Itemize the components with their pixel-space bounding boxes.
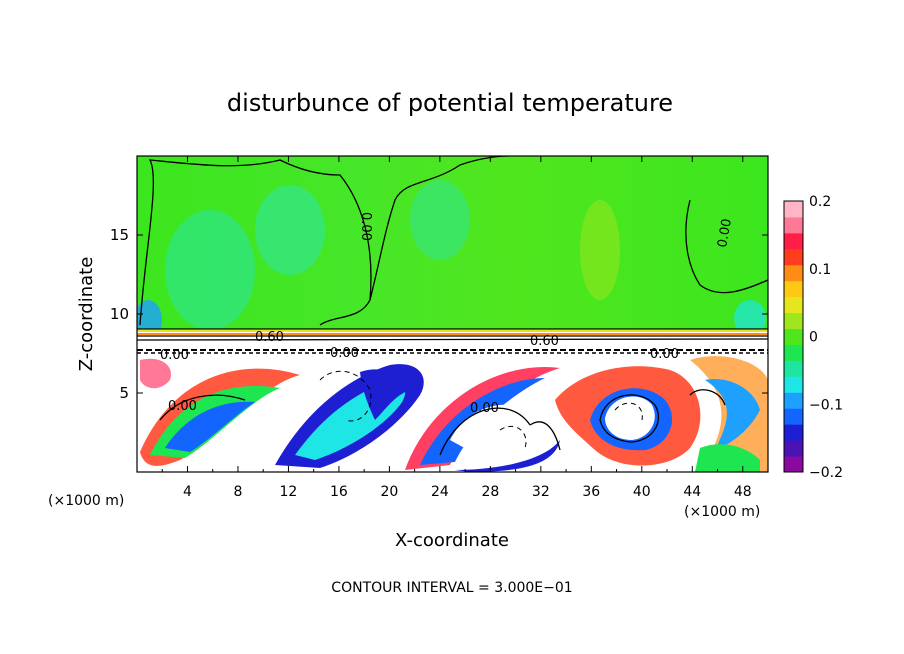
contour-label: 0.00 (160, 348, 189, 363)
colorbar-swatch (784, 248, 803, 266)
colorbar-swatch (784, 280, 803, 298)
x-tick-label: 40 (633, 484, 651, 500)
colorbar-swatch (784, 408, 803, 425)
colorbar-swatch (784, 360, 803, 377)
x-tick-label: 16 (330, 484, 348, 500)
colorbar-swatch (784, 440, 803, 457)
y-tick-label: 15 (110, 226, 129, 244)
upper-anomaly (734, 300, 766, 336)
contour-label: 0.00 (330, 346, 359, 361)
colorbar-swatch (784, 344, 803, 361)
x-tick-label: 4 (183, 484, 192, 500)
upper-anomaly (410, 180, 470, 260)
negative-contours (319, 370, 643, 449)
colorbar-swatch (784, 424, 803, 441)
x-tick-label: 12 (280, 484, 298, 500)
x-axis-ticks: 4 8 12 16 20 24 28 32 36 40 44 48 (161, 156, 752, 500)
colorbar-swatch (784, 201, 803, 218)
contour-lines (137, 156, 768, 456)
x-axis-unit-left: (×1000 m) (48, 493, 124, 509)
x-tick-label: 44 (683, 484, 701, 500)
colorbar-label: −0.2 (809, 465, 843, 481)
colorbar-swatch (784, 296, 803, 314)
colorbar-swatch (784, 264, 803, 282)
colorbar-swatch (784, 328, 803, 345)
colorbar-swatch (784, 216, 803, 234)
upper-anomaly (165, 210, 255, 330)
contour-label: 0.00 (470, 401, 499, 416)
colorbar-label: 0 (809, 330, 818, 346)
x-tick-label: 24 (431, 484, 449, 500)
contour-label: 0.60 (530, 334, 559, 349)
x-tick-label: 20 (380, 484, 398, 500)
colorbar-frame (783, 200, 804, 473)
colorbar-swatch (784, 232, 803, 250)
colorbar-swatch (784, 456, 803, 473)
colorbar-label: 0.2 (809, 194, 831, 210)
x-axis-label: X-coordinate (395, 530, 509, 551)
x-tick-label: 48 (734, 484, 752, 500)
x-axis-unit-right: (×1000 m) (684, 504, 760, 520)
x-tick-label: 36 (582, 484, 600, 500)
contour-label: 0.00 (650, 347, 679, 362)
tropopause-line (137, 330, 768, 332)
contour-label: 0.60 (255, 330, 284, 345)
x-tick-label: 8 (233, 484, 242, 500)
contour-label: 0.00 (168, 399, 197, 414)
x-tick-label: 28 (481, 484, 499, 500)
contour-label: 0.00 (715, 218, 735, 249)
upper-anomaly (255, 185, 325, 275)
colorbar-swatch (784, 376, 803, 393)
colorbar-label: −0.1 (809, 397, 843, 413)
contour-interval-note: CONTOUR INTERVAL = 3.000E−01 (331, 580, 572, 596)
contour-label: 0.00 (358, 212, 373, 241)
y-tick-label: 5 (119, 384, 129, 402)
x-tick-label: 32 (532, 484, 550, 500)
y-tick-label: 10 (110, 305, 129, 323)
y-axis-label: Z-coordinate (76, 257, 97, 372)
contour-labels: 0.00 0.00 0.00 0.00 0.00 0.00 0.00 0.60 … (160, 212, 735, 416)
colorbar: 0.2 0.1 0 −0.1 −0.2 (783, 194, 843, 481)
colorbar-label: 0.1 (809, 262, 831, 278)
colorbar-swatch (784, 392, 803, 409)
chart-title: disturbunce of potential temperature (227, 89, 673, 117)
upper-anomaly (580, 200, 620, 300)
boundary-layer-eddies (140, 356, 768, 472)
tropopause-line (137, 333, 768, 335)
y-axis-ticks: 5 10 15 (110, 226, 768, 402)
plot-area (137, 156, 768, 472)
colorbar-swatch (784, 312, 803, 330)
